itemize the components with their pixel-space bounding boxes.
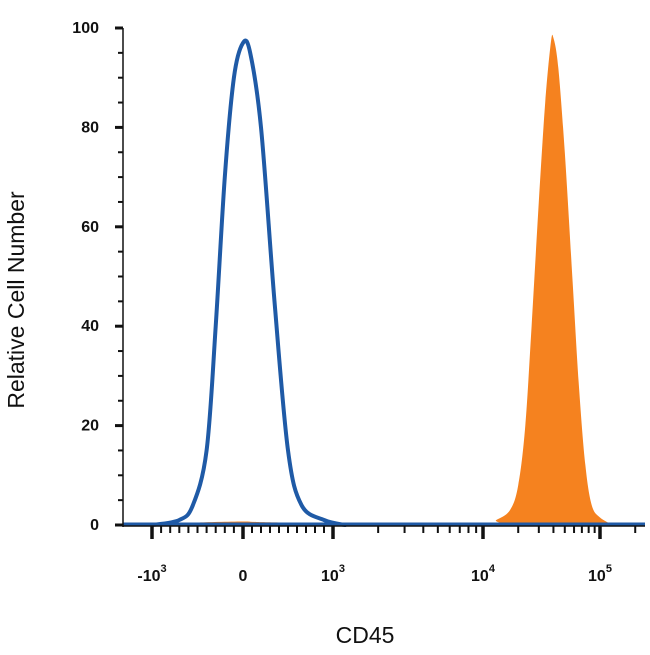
x-tick-label: 103: [321, 563, 345, 585]
y-axis-label: Relative Cell Number: [3, 191, 29, 409]
x-tick-label: 104: [471, 563, 496, 585]
tick-labels: 0 20 40 60 80 100 -103 0 103 104 105: [72, 20, 612, 585]
x-tick-label: 0: [239, 568, 248, 585]
series-1-outline: [150, 38, 347, 527]
y-tick-label: 20: [81, 418, 99, 435]
y-tick-label: 100: [72, 20, 99, 37]
y-tick-label: 80: [81, 119, 99, 136]
plot-area: [123, 34, 645, 527]
y-tick-label: 60: [81, 219, 99, 236]
y-tick-label: 40: [81, 318, 99, 335]
x-tick-label: -103: [137, 563, 166, 585]
series-0-filled-area: [197, 34, 614, 526]
x-axis-label: CD45: [336, 622, 395, 648]
axes: [115, 26, 645, 539]
y-tick-label: 0: [90, 517, 99, 534]
x-tick-label: 105: [588, 563, 612, 585]
